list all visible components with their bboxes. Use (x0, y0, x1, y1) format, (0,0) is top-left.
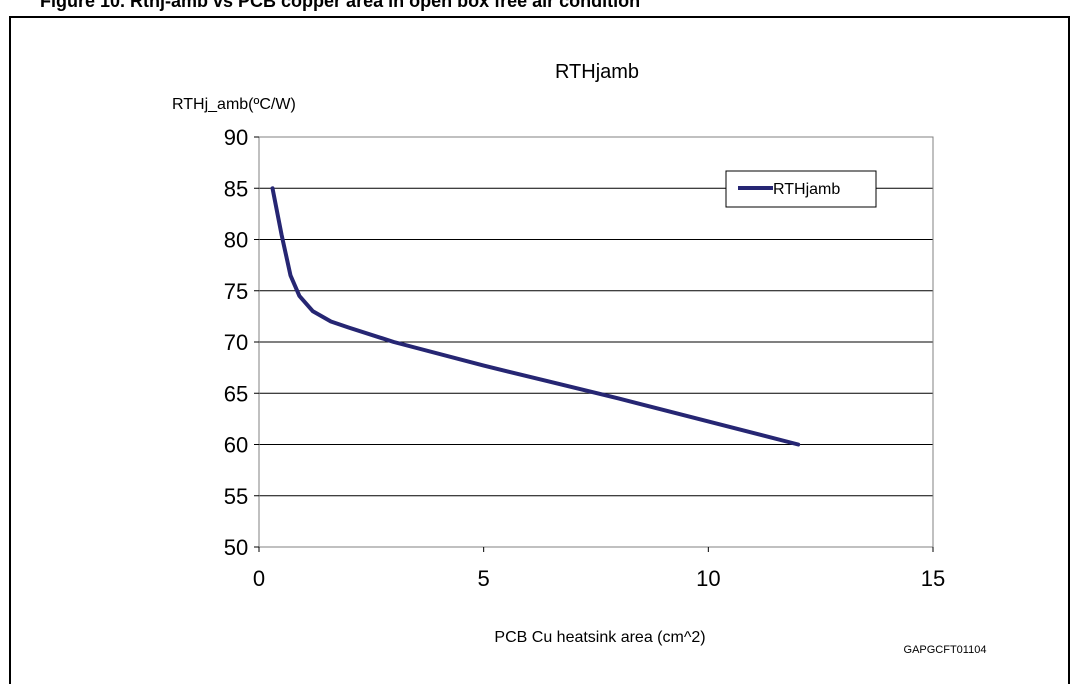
y-tick-label: 55 (224, 484, 248, 509)
x-tick-labels: 0 5 10 15 (253, 547, 945, 591)
y-tick-label: 65 (224, 381, 248, 406)
y-tick-label: 70 (224, 330, 248, 355)
chart-title: RTHjamb (555, 61, 639, 83)
y-axis-label: RTHj_amb(ºC/W) (172, 96, 296, 113)
x-tick-label: 0 (253, 566, 265, 591)
legend: RTHjamb (725, 170, 877, 208)
x-tick-label: 5 (478, 566, 490, 591)
figure-caption: Figure 10. Rthj-amb vs PCB copper area i… (0, 0, 1080, 16)
x-tick-label: 10 (696, 566, 720, 591)
y-tick-label: 90 (224, 125, 248, 150)
x-axis-label: PCB Cu heatsink area (cm^2) (494, 629, 705, 646)
image-code: GAPGCFT01104 (904, 644, 987, 656)
legend-label: RTHjamb (773, 181, 840, 198)
figure-frame (9, 16, 1070, 684)
gridlines (259, 187, 933, 497)
y-tick-label: 50 (224, 535, 248, 560)
figure-caption-text: Figure 10. Rthj-amb vs PCB copper area i… (40, 0, 641, 11)
y-tick-label: 75 (224, 279, 248, 304)
y-tick-label: 85 (224, 176, 248, 201)
y-tick-labels: 50 55 60 65 70 75 80 85 90 (224, 125, 259, 560)
y-tick-label: 60 (224, 433, 248, 458)
series-line-rthjamb (270, 186, 801, 447)
x-tick-label: 15 (921, 566, 945, 591)
y-tick-label: 80 (224, 228, 248, 253)
